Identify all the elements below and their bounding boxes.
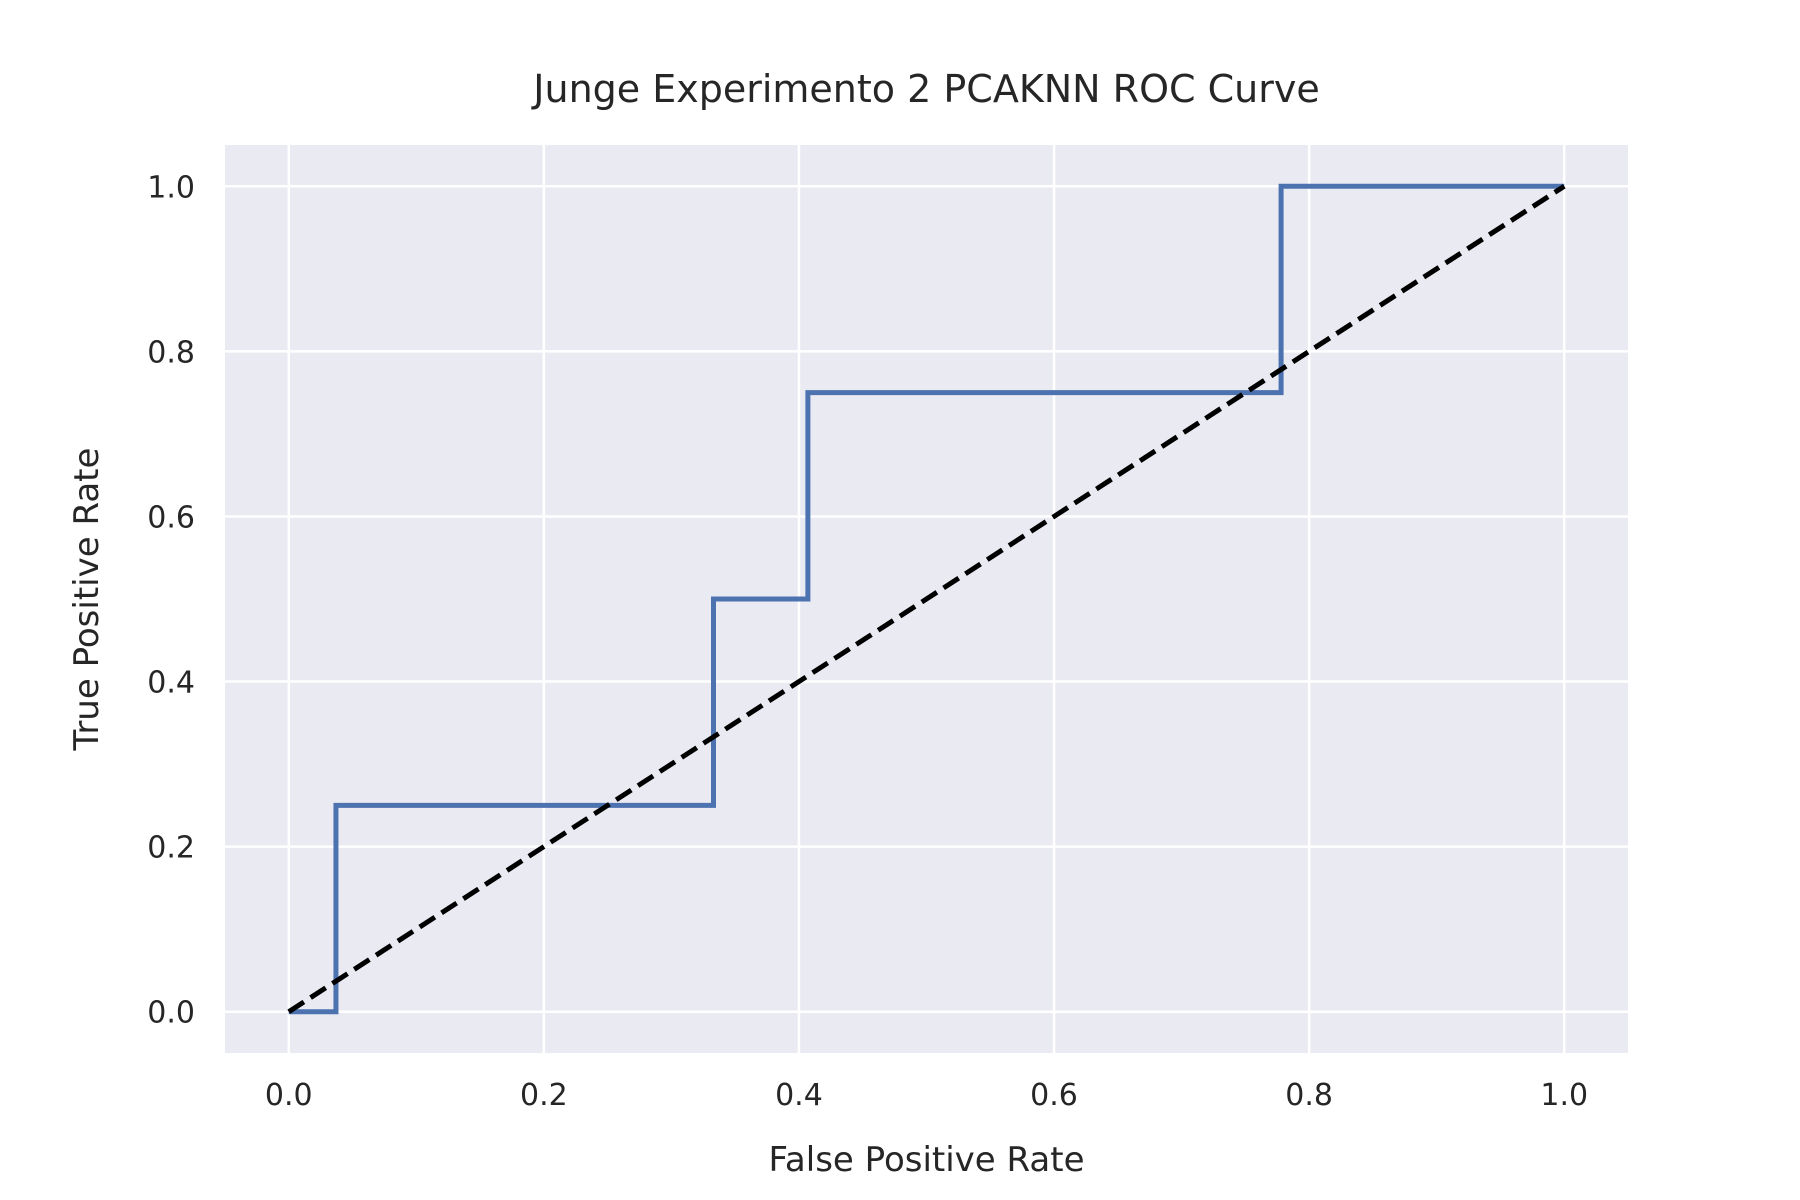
x-tick-label: 0.0 — [265, 1078, 313, 1113]
y-tick-label: 0.2 — [147, 831, 195, 866]
y-tick-label: 0.6 — [147, 500, 195, 535]
x-tick-label: 1.0 — [1540, 1078, 1588, 1113]
chance-diagonal-line — [287, 184, 1566, 1014]
x-tick-labels: 0.0 0.2 0.4 0.6 0.8 1.0 — [265, 1078, 1588, 1113]
x-tick-label: 0.4 — [775, 1078, 823, 1113]
x-axis-label: False Positive Rate — [769, 1140, 1085, 1180]
y-axis-label: True Positive Rate — [67, 448, 107, 752]
series-layer — [287, 183, 1566, 1015]
x-tick-label: 0.2 — [520, 1078, 568, 1113]
grid-layer — [225, 145, 1628, 1053]
x-tick-label: 0.8 — [1285, 1078, 1333, 1113]
y-tick-labels: 0.0 0.2 0.4 0.6 0.8 1.0 — [147, 170, 195, 1030]
y-tick-label: 1.0 — [147, 170, 195, 205]
y-tick-label: 0.0 — [147, 996, 195, 1031]
y-tick-label: 0.8 — [147, 335, 195, 370]
x-tick-label: 0.6 — [1030, 1078, 1078, 1113]
y-tick-label: 0.4 — [147, 666, 195, 701]
roc-curve-line — [288, 183, 1565, 1015]
chart-title: Junge Experimento 2 PCAKNN ROC Curve — [531, 67, 1319, 111]
